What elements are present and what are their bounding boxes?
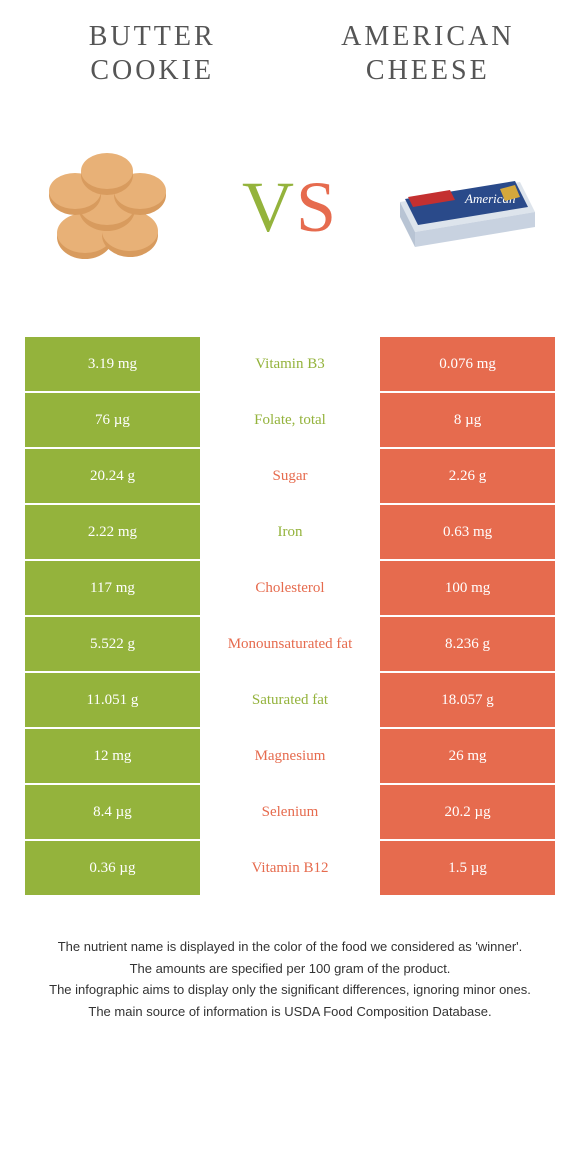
- footer-line-4: The main source of information is USDA F…: [35, 1002, 545, 1022]
- vs-v-letter: V: [242, 167, 296, 247]
- right-food-title: AMERICAN CHEESE: [301, 20, 555, 87]
- table-row: 5.522 gMonounsaturated fat8.236 g: [25, 617, 555, 673]
- left-value-cell: 5.522 g: [25, 617, 200, 673]
- left-value-cell: 3.19 mg: [25, 337, 200, 393]
- right-value-cell: 20.2 µg: [380, 785, 555, 841]
- table-row: 20.24 gSugar2.26 g: [25, 449, 555, 505]
- right-value-cell: 18.057 g: [380, 673, 555, 729]
- header-row: BUTTER COOKIE AMERICAN CHEESE: [25, 20, 555, 87]
- left-value-cell: 76 µg: [25, 393, 200, 449]
- right-value-cell: 8 µg: [380, 393, 555, 449]
- table-row: 12 mgMagnesium26 mg: [25, 729, 555, 785]
- table-row: 0.36 µgVitamin B121.5 µg: [25, 841, 555, 897]
- table-row: 76 µgFolate, total8 µg: [25, 393, 555, 449]
- table-row: 117 mgCholesterol100 mg: [25, 561, 555, 617]
- nutrient-comparison-table: 3.19 mgVitamin B30.076 mg76 µgFolate, to…: [25, 337, 555, 897]
- nutrient-label-cell: Iron: [200, 505, 380, 561]
- right-value-cell: 1.5 µg: [380, 841, 555, 897]
- left-value-cell: 117 mg: [25, 561, 200, 617]
- nutrient-label-cell: Monounsaturated fat: [200, 617, 380, 673]
- right-value-cell: 100 mg: [380, 561, 555, 617]
- images-row: VS American: [25, 107, 555, 307]
- footer-line-1: The nutrient name is displayed in the co…: [35, 937, 545, 957]
- right-value-cell: 26 mg: [380, 729, 555, 785]
- nutrient-label-cell: Sugar: [200, 449, 380, 505]
- left-value-cell: 2.22 mg: [25, 505, 200, 561]
- footer-line-3: The infographic aims to display only the…: [35, 980, 545, 1000]
- american-cheese-image: American: [375, 137, 555, 277]
- nutrient-label-cell: Folate, total: [200, 393, 380, 449]
- right-value-cell: 0.076 mg: [380, 337, 555, 393]
- footer-line-2: The amounts are specified per 100 gram o…: [35, 959, 545, 979]
- right-value-cell: 2.26 g: [380, 449, 555, 505]
- nutrient-label-cell: Saturated fat: [200, 673, 380, 729]
- table-row: 2.22 mgIron0.63 mg: [25, 505, 555, 561]
- left-value-cell: 11.051 g: [25, 673, 200, 729]
- right-value-cell: 8.236 g: [380, 617, 555, 673]
- nutrient-label-cell: Vitamin B12: [200, 841, 380, 897]
- right-value-cell: 0.63 mg: [380, 505, 555, 561]
- nutrient-label-cell: Vitamin B3: [200, 337, 380, 393]
- vs-label: VS: [242, 166, 338, 249]
- nutrient-label-cell: Cholesterol: [200, 561, 380, 617]
- nutrient-label-cell: Selenium: [200, 785, 380, 841]
- left-value-cell: 0.36 µg: [25, 841, 200, 897]
- table-row: 11.051 gSaturated fat18.057 g: [25, 673, 555, 729]
- left-value-cell: 12 mg: [25, 729, 200, 785]
- left-value-cell: 20.24 g: [25, 449, 200, 505]
- vs-s-letter: S: [296, 167, 338, 247]
- left-food-title: BUTTER COOKIE: [25, 20, 279, 87]
- butter-cookie-image: [25, 137, 205, 277]
- nutrient-label-cell: Magnesium: [200, 729, 380, 785]
- left-value-cell: 8.4 µg: [25, 785, 200, 841]
- table-row: 8.4 µgSelenium20.2 µg: [25, 785, 555, 841]
- table-row: 3.19 mgVitamin B30.076 mg: [25, 337, 555, 393]
- footer-notes: The nutrient name is displayed in the co…: [25, 937, 555, 1021]
